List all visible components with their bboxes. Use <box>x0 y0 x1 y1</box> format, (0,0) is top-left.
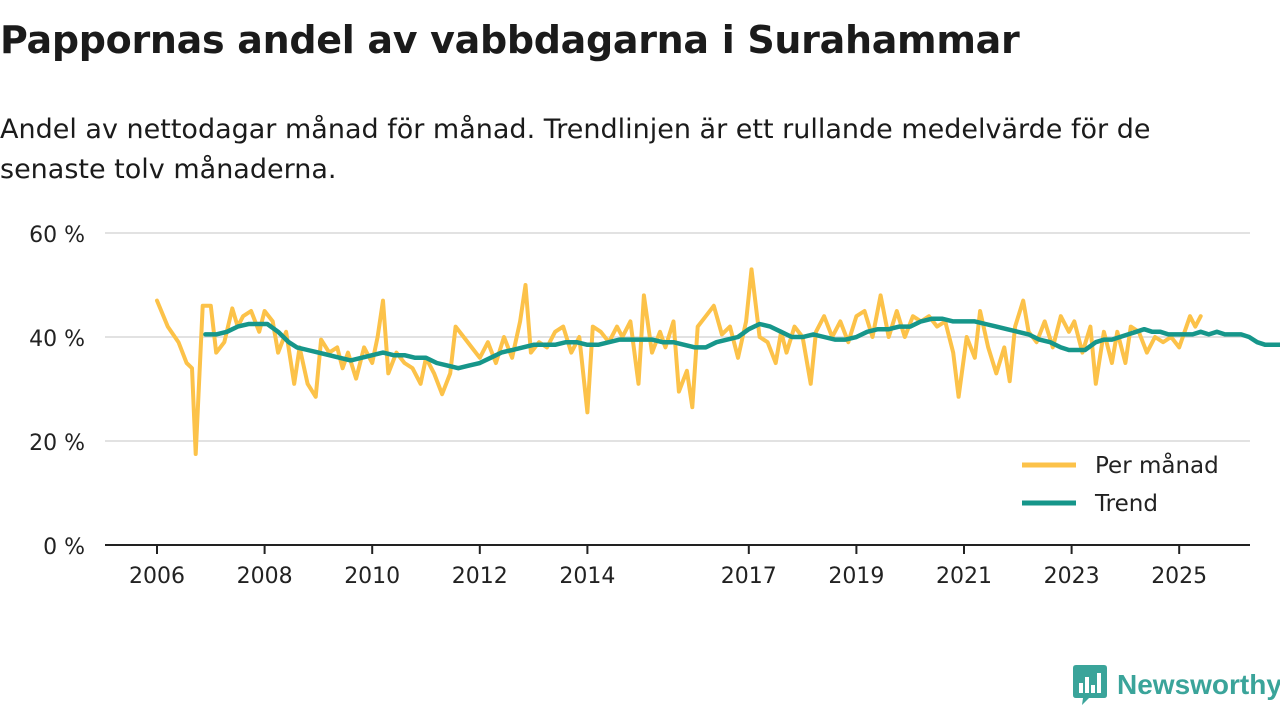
series-line-trend <box>203 316 1280 371</box>
x-tick-label: 2025 <box>1151 564 1207 589</box>
gridlines <box>105 232 1250 442</box>
y-axis-tick-labels: 0 % 20 % 40 % 60 % <box>29 223 85 560</box>
legend-label-monthly: Per månad <box>1095 451 1219 479</box>
series-line-monthly <box>155 267 1203 456</box>
x-tick-label: 2023 <box>1044 564 1100 589</box>
legend: Per månad Trend <box>1022 451 1219 517</box>
bar-chart-speech-bubble-icon <box>1073 665 1107 705</box>
y-tick-label: 20 % <box>29 431 85 456</box>
x-tick-label: 2017 <box>721 564 777 589</box>
x-tick-label: 2008 <box>237 564 293 589</box>
y-tick-label: 40 % <box>29 327 85 352</box>
y-tick-label: 60 % <box>29 223 85 248</box>
chart-title: Pappornas andel av vabbdagarna i Suraham… <box>0 18 1020 62</box>
x-tick-label: 2014 <box>559 564 615 589</box>
chart-subtitle: Andel av nettodagar månad för månad. Tre… <box>0 114 1151 185</box>
x-axis: 2006 2008 2010 2012 2014 2017 2019 2021 2023 2025 <box>105 544 1250 589</box>
y-tick-label: 0 % <box>43 535 85 560</box>
x-tick-label: 2010 <box>344 564 400 589</box>
x-tick-label: 2006 <box>129 564 185 589</box>
newsworthy-logo: Newsworthy <box>1073 664 1280 706</box>
x-tick-label: 2012 <box>452 564 508 589</box>
x-tick-label: 2021 <box>936 564 992 589</box>
legend-label-trend: Trend <box>1094 491 1158 517</box>
x-tick-label: 2019 <box>828 564 884 589</box>
brand-name: Newsworthy <box>1117 669 1280 700</box>
data-series <box>155 267 1280 456</box>
